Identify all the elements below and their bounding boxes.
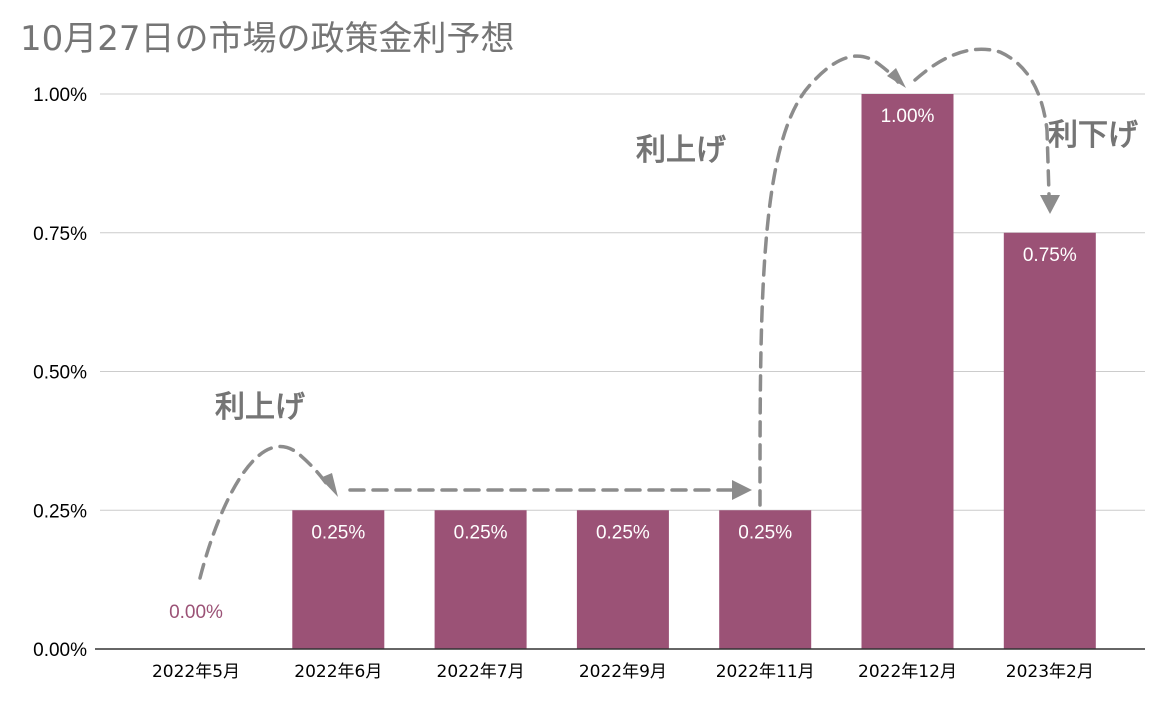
y-axis-ticks: 0.00% 0.25% 0.50% 0.75% 1.00% — [33, 85, 87, 661]
data-label: 0.75% — [1023, 245, 1077, 266]
x-axis-ticks: 2022年5月 2022年6月 2022年7月 2022年9月 2022年11月 2022… — [152, 662, 1094, 682]
y-tick-label: 0.00% — [33, 640, 87, 661]
data-label: 0.25% — [454, 522, 508, 543]
rate-hike-arrow-2 — [758, 54, 900, 507]
arrow-head — [1040, 195, 1060, 214]
bar — [1003, 232, 1096, 649]
data-label: 1.00% — [881, 106, 935, 127]
data-label: 0.25% — [738, 522, 792, 543]
x-tick-label: 2022年6月 — [294, 662, 382, 682]
bar — [434, 510, 527, 649]
x-tick-label: 2022年11月 — [716, 662, 815, 682]
arrow-head — [887, 68, 906, 88]
x-tick-label: 2023年2月 — [1006, 662, 1094, 682]
y-tick-label: 1.00% — [33, 85, 87, 106]
bars: 0.00% 0.25% 0.25% 0.25% 0.25% 1.00% 0.75% — [169, 94, 1096, 649]
data-label: 0.25% — [596, 522, 650, 543]
rate-hike-arrow-1 — [198, 445, 328, 580]
y-tick-label: 0.25% — [33, 501, 87, 522]
x-tick-label: 2022年12月 — [858, 662, 957, 682]
annotation-label: 利下げ — [1048, 118, 1139, 153]
gridlines — [100, 93, 1145, 511]
data-label: 0.00% — [169, 602, 223, 623]
y-tick-label: 0.50% — [33, 363, 87, 384]
annotation-label: 利上げ — [636, 133, 727, 168]
arrow-head — [320, 473, 338, 497]
bar — [292, 510, 385, 649]
chart-title: 10月27日の市場の政策金利予想 — [20, 19, 515, 59]
x-tick-label: 2022年5月 — [152, 662, 240, 682]
annotation-arrows — [198, 47, 1060, 580]
arrow-head — [732, 480, 752, 500]
data-label: 0.25% — [311, 522, 365, 543]
x-tick-label: 2022年7月 — [437, 662, 525, 682]
bar — [861, 94, 954, 649]
annotation-label: 利上げ — [215, 390, 306, 425]
y-tick-label: 0.75% — [33, 224, 87, 245]
rate-cut-arrow — [913, 47, 1051, 197]
bar — [719, 510, 812, 649]
x-tick-label: 2022年9月 — [579, 662, 667, 682]
bar — [576, 510, 669, 649]
